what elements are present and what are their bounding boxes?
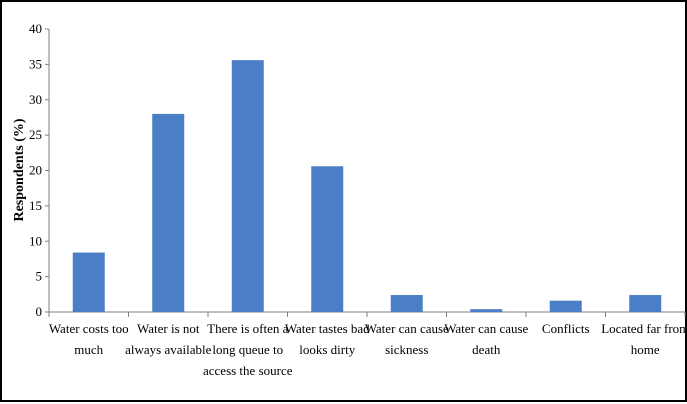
- y-axis-title: Respondents (%): [12, 118, 27, 221]
- bar: [470, 309, 503, 312]
- y-tick-label: 15: [29, 198, 42, 213]
- x-category-label: Water is not: [137, 321, 200, 336]
- y-tick-label: 30: [29, 92, 42, 107]
- x-category-label: There is often a: [207, 321, 288, 336]
- x-category-label: looks dirty: [299, 342, 355, 357]
- x-category-label: death: [472, 342, 501, 357]
- y-axis-title-group: Respondents (%): [12, 118, 27, 221]
- bar: [390, 295, 423, 312]
- x-category-label: Water tastes bad: [285, 321, 370, 336]
- x-labels: Water costs too much Water is not always av…: [48, 312, 687, 378]
- y-tick-label: 5: [36, 269, 43, 284]
- y-tick-label: 0: [36, 304, 43, 319]
- x-category-label: Water can cause: [444, 321, 528, 336]
- x-category-label: long queue to: [212, 342, 283, 357]
- y-tick-label: 25: [29, 127, 42, 142]
- x-category-label: Water costs too: [49, 321, 129, 336]
- y-tick-label: 10: [29, 233, 42, 248]
- x-category-label: Located far from: [601, 321, 687, 336]
- bar: [152, 113, 185, 313]
- x-category-label: Water can cause: [365, 321, 449, 336]
- x-category-label: access the source: [203, 363, 293, 378]
- bar: [549, 300, 582, 312]
- y-ticks: 0 5 10 15 20 25 30 35 40: [29, 21, 49, 319]
- bar: [629, 295, 662, 312]
- y-tick-label: 40: [29, 21, 42, 36]
- bar: [231, 60, 264, 312]
- x-category-label: always available: [125, 342, 211, 357]
- x-category-label: home: [631, 342, 660, 357]
- y-tick-label: 35: [29, 56, 42, 71]
- x-category-label: Conflicts: [542, 321, 590, 336]
- axes: [48, 29, 685, 313]
- bar: [72, 252, 105, 312]
- x-category-label: much: [74, 342, 103, 357]
- bars: [72, 60, 662, 313]
- y-tick-label: 20: [29, 163, 42, 178]
- x-category-label: sickness: [385, 342, 428, 357]
- bar: [311, 166, 344, 312]
